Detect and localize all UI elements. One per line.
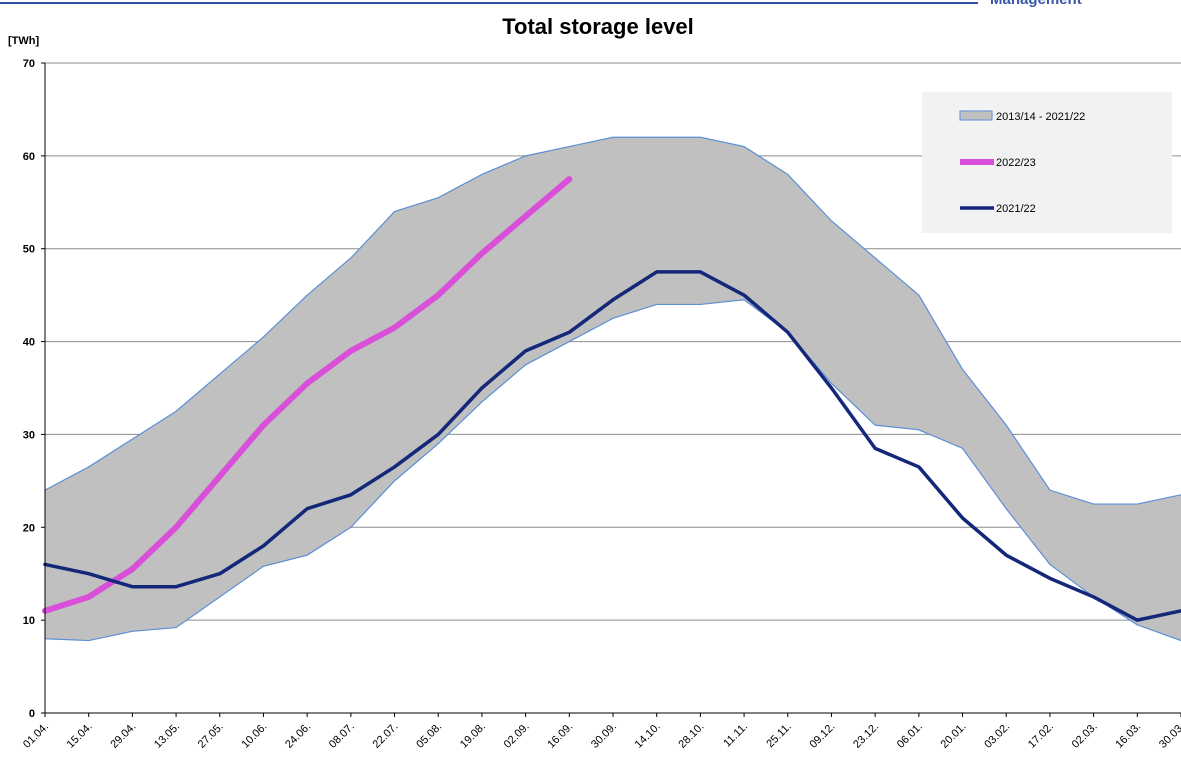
series-line xyxy=(42,176,573,614)
y-tick-label: 30 xyxy=(23,429,35,441)
x-tick-label: 27.05. xyxy=(196,721,226,751)
y-tick-label: 10 xyxy=(23,615,35,627)
x-tick-label: 16.09. xyxy=(545,721,575,751)
x-tick-label: 13.05. xyxy=(152,721,182,751)
x-tick-label: 16.03. xyxy=(1113,721,1143,751)
y-tick-label: 70 xyxy=(23,58,35,70)
x-tick-label: 08.07. xyxy=(327,721,357,751)
x-tick-label: 15.04. xyxy=(65,721,95,751)
y-tick-label: 60 xyxy=(23,151,35,163)
y-axis-label: [TWh] xyxy=(8,35,39,47)
x-tick-label: 23.12. xyxy=(851,721,881,751)
x-tick-label: 02.03. xyxy=(1070,721,1100,751)
x-tick-label: 22.07. xyxy=(371,721,401,751)
x-tick-label: 11.11. xyxy=(721,721,750,750)
y-tick-label: 50 xyxy=(23,244,35,256)
legend-label: 2022/23 xyxy=(996,157,1036,169)
range-lower xyxy=(44,299,1181,642)
x-tick-label: 28.10. xyxy=(676,721,706,751)
series-line xyxy=(43,270,1181,622)
y-tick-label: 20 xyxy=(23,522,35,534)
x-tick-label: 29.04. xyxy=(108,721,138,751)
range-upper xyxy=(44,136,1181,505)
x-tick-label: 30.09. xyxy=(589,721,619,751)
x-tick-label: 03.02. xyxy=(982,721,1012,751)
x-tick-label: 02.09. xyxy=(502,721,532,751)
x-tick-label: 10.06. xyxy=(239,721,269,751)
y-tick-label: 40 xyxy=(23,337,35,349)
x-tick-label: 20.01. xyxy=(939,721,969,751)
chart-title: Total storage level xyxy=(502,14,694,39)
x-tick-label: 19.08. xyxy=(458,721,488,751)
range-band xyxy=(45,137,1181,641)
x-tick-label: 05.08. xyxy=(414,721,444,751)
x-tick-label: 09.12. xyxy=(807,721,837,751)
x-tick-label: 01.04. xyxy=(21,721,51,751)
legend-swatch xyxy=(959,110,993,121)
header-text: Management xyxy=(990,0,1082,8)
legend-label: 2013/14 - 2021/22 xyxy=(996,111,1085,123)
x-tick-label: 30.03. xyxy=(1157,721,1181,751)
x-tick-label: 24.06. xyxy=(283,721,313,751)
x-tick-label: 25.11. xyxy=(764,721,794,751)
y-tick-label: 0 xyxy=(29,708,35,720)
x-tick-label: 06.01. xyxy=(895,721,925,751)
x-tick-label: 14.10. xyxy=(633,721,663,751)
legend-label: 2021/22 xyxy=(996,203,1036,215)
x-tick-label: 17.02. xyxy=(1026,721,1056,751)
